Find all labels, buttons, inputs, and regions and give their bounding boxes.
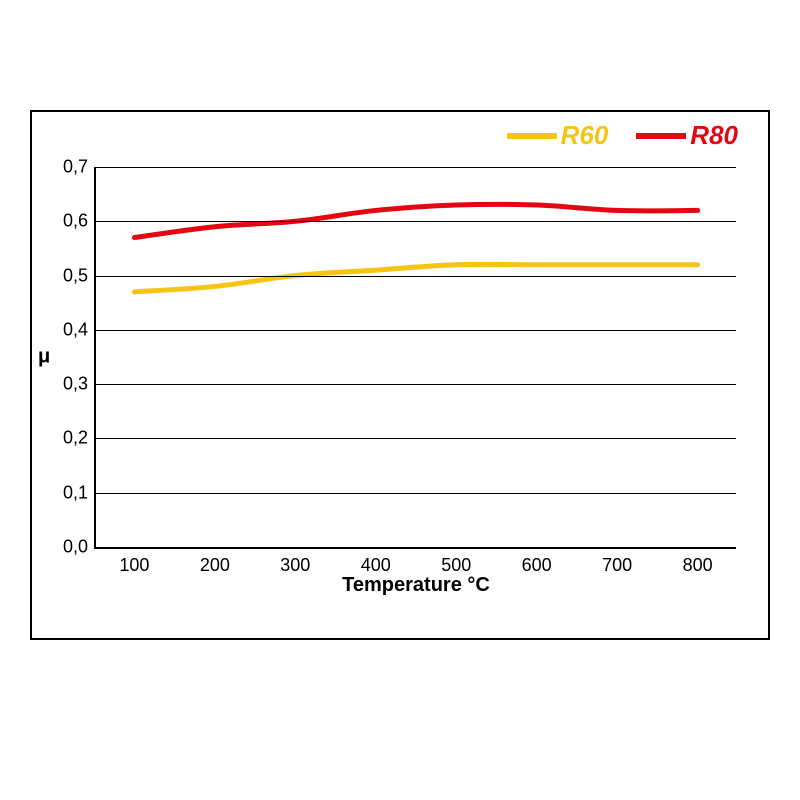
x-tick-label: 400 [361,547,391,576]
y-tick-label: 0,2 [63,428,96,449]
gridline-y [96,276,736,277]
y-tick-label: 0,1 [63,482,96,503]
y-tick-label: 0,5 [63,265,96,286]
legend-label-R80: R80 [690,120,738,151]
legend-item-R60: R60 [507,120,609,151]
chart-frame: R60R80 μ Temperature °C 0,00,10,20,30,40… [30,110,770,640]
x-tick-label: 200 [200,547,230,576]
y-tick-label: 0,7 [63,157,96,178]
y-axis-label: μ [38,346,50,369]
gridline-y [96,438,736,439]
gridline-y [96,493,736,494]
x-tick-label: 600 [522,547,552,576]
x-tick-label: 500 [441,547,471,576]
gridline-y [96,384,736,385]
x-tick-label: 700 [602,547,632,576]
x-axis-label: Temperature °C [342,574,490,597]
series-line-R60 [134,264,697,292]
gridline-y [96,330,736,331]
gridline-y [96,221,736,222]
legend-item-R80: R80 [636,120,738,151]
gridline-y [96,167,736,168]
line-series-svg [96,167,736,547]
legend: R60 R80 [507,120,738,151]
x-tick-label: 800 [683,547,713,576]
y-tick-label: 0,4 [63,319,96,340]
y-tick-label: 0,0 [63,537,96,558]
x-tick-label: 100 [119,547,149,576]
plot-area: μ Temperature °C 0,00,10,20,30,40,50,60,… [94,167,736,549]
legend-swatch-R80 [636,133,686,139]
y-tick-label: 0,3 [63,374,96,395]
legend-label-R60: R60 [561,120,609,151]
y-tick-label: 0,6 [63,211,96,232]
x-tick-label: 300 [280,547,310,576]
legend-swatch-R60 [507,133,557,139]
